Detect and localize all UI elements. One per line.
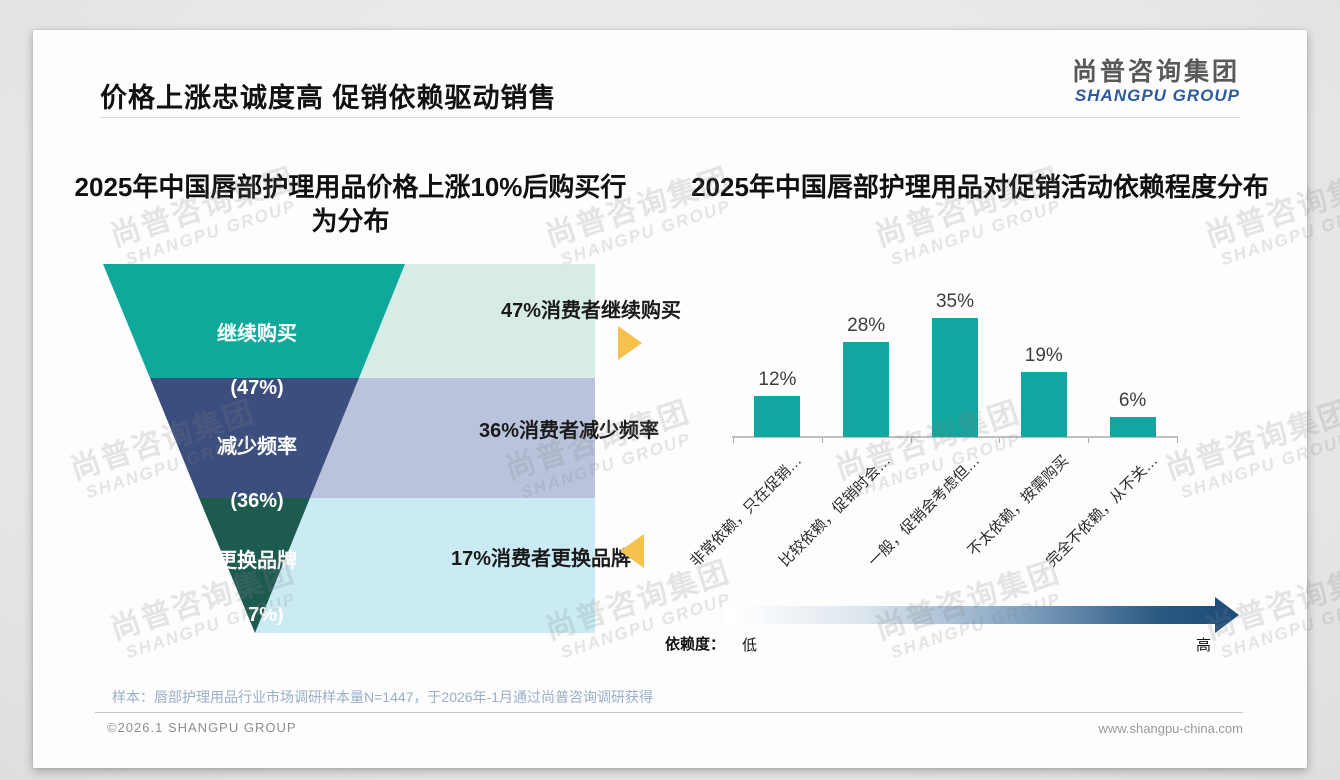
funnel-segment-2-label: 减少频率 (36%)	[177, 407, 337, 542]
funnel-panel-3	[255, 498, 595, 633]
funnel-segment-3-name: 更换品牌	[217, 550, 297, 572]
funnel-note-1: 47%消费者继续购买	[500, 300, 682, 322]
title-divider	[100, 117, 1240, 118]
dependence-gradient-arrow	[723, 606, 1215, 624]
x-axis-tick-2	[910, 438, 912, 443]
funnel-panel-2	[310, 378, 595, 498]
funnel-chart-title: 2025年中国唇部护理用品价格上涨10%后购买行为分布	[74, 172, 627, 236]
bar-value-5: 6%	[1118, 390, 1147, 411]
yellow-right-arrow-icon	[618, 326, 642, 360]
funnel-segment-2	[150, 378, 359, 498]
gradient-arrowhead-icon	[1215, 597, 1239, 633]
x-axis-tick-5	[1177, 438, 1178, 443]
funnel-segment-2-name: 减少频率	[217, 436, 297, 458]
bar-3	[932, 318, 978, 437]
funnel-segment-3-label: 更换品牌 (17%)	[177, 521, 337, 656]
bar-value-1: 12%	[758, 369, 797, 390]
funnel-note-2: 36%消费者减少频率	[478, 420, 660, 442]
x-axis-tick-3	[999, 438, 1001, 443]
company-logo: 尚普咨询集团 SHANGPU GROUP	[940, 58, 1240, 106]
funnel-segment-1	[103, 264, 405, 378]
page-title: 价格上涨忠诚度高 促销依赖驱动销售	[100, 83, 557, 113]
bar-value-4: 19%	[1024, 345, 1063, 366]
bar-1	[754, 396, 801, 437]
bar-chart-title: 2025年中国唇部护理用品对促销活动依赖程度分布	[691, 172, 1269, 202]
funnel-segment-2-value: (36%)	[230, 490, 284, 512]
logo-text-en: SHANGPU GROUP	[1074, 86, 1240, 105]
funnel-segment-1-name: 继续购买	[217, 323, 297, 345]
yellow-left-arrow-icon	[620, 534, 644, 568]
logo-text-cn: 尚普咨询集团	[1071, 58, 1240, 86]
website-text: www.shangpu-china.com	[1098, 721, 1243, 736]
bar-value-3: 35%	[935, 291, 975, 312]
funnel-note-3: 17%消费者更换品牌	[450, 548, 632, 570]
bar-5	[1109, 417, 1156, 437]
funnel-panel-1	[359, 264, 595, 378]
x-axis-tick-1	[821, 438, 823, 443]
funnel-segment-3-value: (17%)	[230, 604, 284, 626]
x-axis-tick-4	[1088, 438, 1090, 443]
footer-divider	[95, 712, 1243, 713]
bar-2	[843, 342, 890, 437]
funnel-segment-1-value: (47%)	[230, 377, 284, 399]
copyright-text: ©2026.1 SHANGPU GROUP	[107, 720, 297, 735]
dependence-scale-high: 高	[1196, 637, 1212, 654]
x-axis-line	[732, 436, 1178, 438]
funnel-segment-3	[199, 498, 310, 633]
dependence-scale-label: 依赖度：	[665, 636, 726, 653]
funnel-shape	[103, 264, 405, 633]
x-axis-tick-0	[733, 438, 734, 443]
sample-footnote: 样本：唇部护理用品行业市场调研样本量N=1447，于2026年-1月通过尚普咨询…	[112, 689, 654, 705]
funnel-segment-1-label: 继续购买 (47%)	[177, 294, 337, 429]
bar-4	[1020, 372, 1067, 437]
funnel-chart: 继续购买 (47%) 减少频率 (36%) 更换品牌 (17%) 47%消费者继…	[103, 264, 681, 633]
dependence-scale-low: 低	[742, 637, 758, 654]
bar-value-2: 28%	[847, 315, 886, 336]
